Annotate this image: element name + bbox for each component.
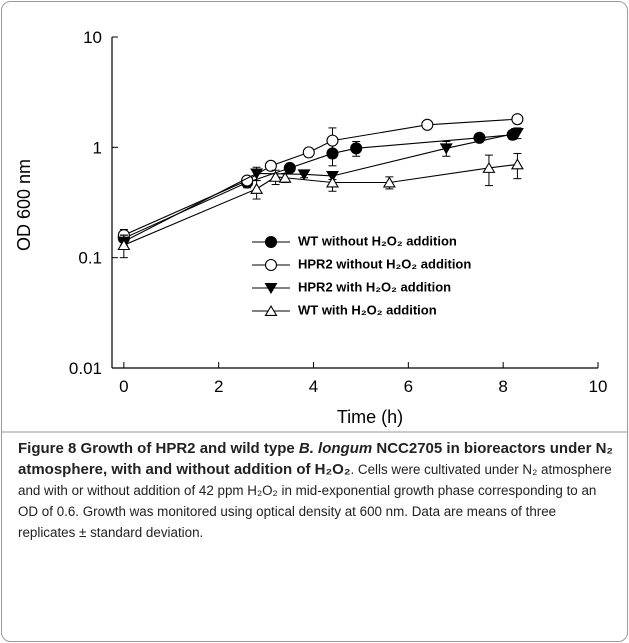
data-point — [326, 134, 339, 147]
y-axis-label: OD 600 nm — [14, 159, 34, 251]
x-tick-label: 0 — [119, 377, 128, 396]
data-point — [350, 142, 363, 155]
series-line — [123, 134, 513, 239]
data-point — [302, 146, 315, 159]
data-point — [297, 169, 311, 181]
series-line — [123, 163, 518, 246]
data-point — [269, 170, 283, 182]
data-point — [382, 176, 396, 188]
data-point — [264, 159, 277, 172]
data-point — [278, 171, 292, 183]
caption-title-part: Growth of HPR2 and wild type — [76, 440, 299, 457]
caption-text: . Cells were cultivated under N₂ atmosph… — [18, 462, 612, 540]
data-point — [326, 176, 339, 188]
legend-marker — [264, 283, 278, 295]
data-point — [117, 239, 131, 251]
caption-title-part: NCC2705 in bioreactors under N₂ atmosphe… — [18, 440, 614, 478]
y-tick-label: 1 — [93, 138, 102, 157]
data-point — [250, 168, 264, 180]
series-line — [123, 118, 518, 236]
caption-label: Figure 8 — [18, 440, 77, 457]
caption-title: Figure 8 Growth of HPR2 and wild type B.… — [18, 438, 614, 543]
x-tick-label: 2 — [214, 377, 223, 396]
legend-label: WT without H₂O₂ addition — [298, 233, 457, 248]
series-line — [123, 132, 518, 243]
x-axis-label: Time (h) — [337, 407, 403, 427]
data-point — [439, 143, 453, 155]
y-tick-label: 0.01 — [69, 359, 102, 378]
data-point — [250, 182, 264, 194]
y-tick-label: 0.1 — [78, 249, 102, 268]
legend-label: HPR2 with H₂O₂ addition — [298, 279, 451, 294]
data-point — [283, 161, 296, 175]
x-tick-label: 8 — [498, 377, 507, 396]
data-point — [421, 118, 434, 131]
caption: Figure 8 Growth of HPR2 and wild type B.… — [18, 438, 614, 543]
legend-label: HPR2 without H₂O₂ addition — [298, 256, 471, 271]
legend-marker — [264, 235, 278, 249]
legend-marker — [264, 258, 278, 272]
data-point — [510, 158, 524, 170]
y-tick-label: 10 — [83, 28, 102, 47]
data-point — [510, 128, 524, 139]
caption-title-part: B. longum — [298, 440, 373, 457]
data-point — [511, 113, 524, 126]
x-tick-label: 6 — [404, 377, 413, 396]
legend-marker — [264, 304, 278, 316]
data-point — [482, 161, 496, 173]
legend-label: WT with H₂O₂ addition — [298, 302, 437, 317]
x-tick-label: 10 — [589, 377, 608, 396]
x-tick-label: 4 — [309, 377, 318, 396]
